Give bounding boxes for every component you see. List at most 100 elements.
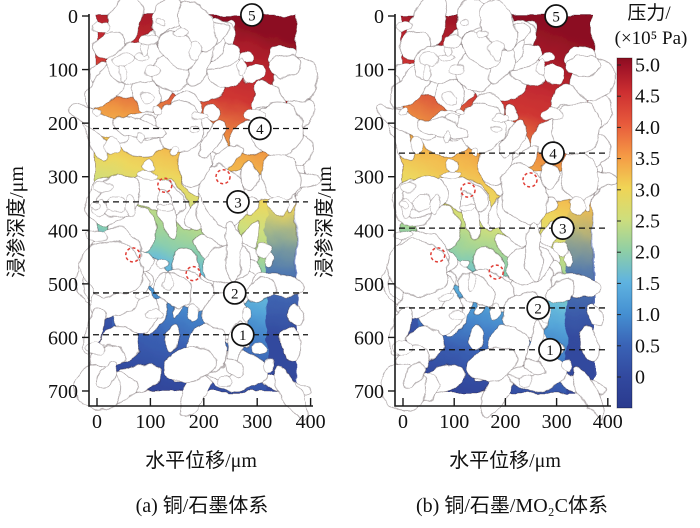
pore-blob — [162, 271, 173, 292]
colorbar-title-line1: 压力/ — [627, 2, 671, 24]
depth-marker-label: 1 — [546, 343, 554, 359]
panel-b-structure — [376, 0, 619, 419]
pore-blob — [499, 120, 527, 158]
pore-blob — [254, 240, 271, 257]
pore-blob — [112, 52, 135, 67]
pore-blob — [68, 104, 132, 143]
x-tick-label: 200 — [189, 411, 219, 433]
pore-blob — [458, 19, 469, 26]
pore-blob — [80, 239, 144, 297]
pore-blob — [399, 182, 418, 192]
pore-blob — [106, 195, 127, 214]
depth-marker-label: 4 — [256, 122, 264, 138]
pore-blob — [190, 113, 210, 121]
pore-blob — [417, 52, 440, 67]
defect-circle — [430, 247, 446, 263]
y-tick-label: 0 — [374, 6, 384, 28]
depth-marker-circle — [230, 322, 255, 347]
defect-circle — [215, 168, 231, 185]
colorbar-tick-label: 2.0 — [635, 242, 660, 264]
x-tick-label: 400 — [593, 411, 623, 433]
panel-a-annotations: 5 4 3 2 1 — [93, 3, 308, 347]
pore-blob — [287, 304, 305, 328]
depth-marker-circle — [550, 216, 575, 240]
y-tick-label: 400 — [48, 220, 78, 242]
pore-blob — [518, 375, 533, 388]
depth-marker-label: 5 — [552, 10, 560, 26]
depth-marker-label: 3 — [234, 195, 242, 211]
pore-blob — [442, 131, 451, 143]
pore-blob — [411, 195, 432, 214]
depth-marker-circle — [544, 4, 568, 28]
y-tick-label: 600 — [354, 327, 384, 349]
pore-blob — [396, 21, 415, 33]
pore-blob — [489, 40, 503, 61]
pore-blob — [138, 131, 147, 143]
axis-line — [394, 14, 611, 407]
pore-blob — [386, 239, 449, 297]
pore-blob — [118, 64, 128, 82]
y-tick-label: 400 — [354, 220, 384, 242]
pore-blob — [236, 57, 246, 76]
x-tick-label: 300 — [542, 411, 572, 433]
pore-blob — [376, 104, 436, 142]
pore-blob — [416, 118, 469, 140]
pore-blob — [459, 203, 478, 212]
pore-blob — [560, 359, 573, 373]
defect-circle — [185, 265, 201, 282]
x-tick-label: 300 — [242, 411, 272, 433]
y-tick-label: 600 — [48, 327, 78, 349]
pore-blob — [459, 260, 473, 269]
pore-blob — [423, 64, 433, 82]
pore-blob — [143, 64, 162, 76]
x-tick-label: 100 — [439, 411, 469, 433]
pore-blob — [403, 362, 425, 388]
pore-blob — [553, 240, 570, 257]
pore-blob — [139, 91, 154, 106]
colorbar-tick-label: 3.5 — [635, 148, 660, 170]
pore-blob — [250, 342, 267, 354]
depth-marker-circle — [222, 281, 247, 305]
pore-blob — [217, 375, 233, 388]
pore-blob — [155, 203, 175, 212]
y-tick-label: 0 — [68, 6, 78, 28]
pore-blob — [443, 91, 457, 106]
y-tick-label: 500 — [48, 274, 78, 296]
y-tick-label: 200 — [354, 113, 384, 135]
panel-a-caption: (a) 铜/石墨体系 — [136, 494, 269, 517]
y-tick-label: 200 — [48, 113, 78, 135]
panel-b-ylabel: 浸渗深度/μm — [313, 166, 336, 278]
pore-blob — [585, 304, 603, 328]
pore-blob — [399, 108, 408, 116]
colorbar-tick-label: 0 — [635, 367, 645, 389]
panel-b-xlabel: 水平位移/μm — [449, 449, 561, 472]
pore-blob — [490, 302, 502, 321]
y-tick-label: 300 — [48, 167, 78, 189]
depth-marker-label: 3 — [559, 222, 567, 238]
panel-a-structure — [68, 0, 322, 421]
pore-blob — [440, 170, 461, 179]
panel-a-ylabel: 浸渗深度/μm — [5, 166, 28, 278]
pore-blob — [198, 119, 226, 159]
panel-b-annotations: 5 4 3 2 1 — [399, 4, 606, 362]
depth-marker-circle — [248, 116, 272, 141]
defect-circle — [488, 264, 504, 280]
pore-blob — [142, 158, 154, 172]
pore-blob — [268, 54, 302, 77]
pore-blob — [536, 57, 546, 76]
colorbar-tick-label: 4.5 — [635, 86, 660, 108]
depth-marker-label: 4 — [549, 147, 557, 163]
colorbar-tick-label: 4.0 — [635, 117, 660, 139]
pore-blob — [448, 309, 467, 321]
pore-blob — [144, 309, 163, 321]
pore-blob — [546, 277, 576, 304]
pore-blob — [93, 182, 113, 192]
defect-circle — [157, 177, 173, 194]
colorbar: 5.0 4.5 4.0 3.5 3.0 2.5 2.0 1.5 1.0 0.5 0 压力/ (×10… — [615, 2, 687, 409]
pore-blob — [155, 260, 170, 269]
pore-blob — [125, 195, 137, 217]
pore-blob — [104, 136, 120, 154]
pore-blob — [91, 200, 102, 210]
pore-blob — [134, 292, 152, 301]
